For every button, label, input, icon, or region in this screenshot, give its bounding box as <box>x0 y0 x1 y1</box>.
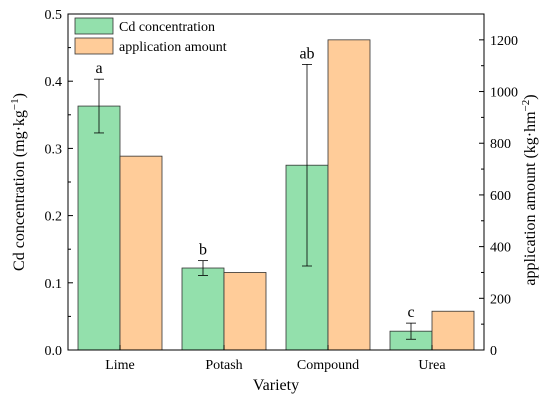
right-tick-label-1200: 1200 <box>490 34 518 49</box>
right-tick-label-200: 200 <box>490 292 511 307</box>
left-tick-label-0-0: 0.0 <box>45 344 63 359</box>
x-axis-ticks: Lime Potash Compound Urea <box>105 345 446 373</box>
bars-layer <box>77 39 475 351</box>
x-tick-label-urea: Urea <box>418 358 446 373</box>
left-axis-ticks: 0.0 0.1 0.2 0.3 0.4 0.5 <box>45 8 73 359</box>
right-tick-label-800: 800 <box>490 137 511 152</box>
significance-label-potash: b <box>199 242 207 259</box>
right-axis-title: application amount (kg·hm−2) <box>520 94 539 285</box>
error-bars-layer <box>94 64 416 340</box>
right-tick-label-1000: 1000 <box>490 86 518 101</box>
bar-application-amount-urea <box>431 310 475 351</box>
significance-label-lime: a <box>95 60 102 77</box>
right-tick-label-600: 600 <box>490 189 511 204</box>
right-tick-label-400: 400 <box>490 241 511 256</box>
right-axis-ticks: 0 200 400 600 800 1000 1200 <box>479 34 518 359</box>
x-tick-label-potash: Potash <box>205 358 242 373</box>
bar-application-amount-compound <box>327 39 371 351</box>
left-axis-title-tail: ) <box>11 93 28 98</box>
bar-application-amount-lime <box>119 155 163 351</box>
x-tick-label-lime: Lime <box>105 358 135 373</box>
right-axis-title-sup: −2 <box>520 100 532 112</box>
significance-label-compound: ab <box>299 45 314 62</box>
x-tick-label-compound: Compound <box>297 358 359 373</box>
left-tick-label-0-4: 0.4 <box>45 75 63 90</box>
left-axis-title-sup: −1 <box>9 98 21 110</box>
left-axis-title-main: Cd concentration (mg·kg <box>11 110 28 271</box>
right-tick-label-0: 0 <box>490 344 497 359</box>
bar-application-amount-potash <box>223 272 267 351</box>
left-tick-label-0-2: 0.2 <box>45 210 63 225</box>
right-axis-title-tail: ) <box>522 94 539 99</box>
right-axis-title-main: application amount (kg·hm <box>522 111 539 286</box>
significance-label-urea: c <box>407 304 414 321</box>
x-axis-title: Variety <box>253 377 299 394</box>
left-axis-title: Cd concentration (mg·kg−1) <box>9 93 28 271</box>
legend-swatch-application-amount <box>74 37 114 55</box>
left-tick-label-0-3: 0.3 <box>45 142 63 157</box>
bar-cd-concentration-lime <box>77 105 121 351</box>
legend-label-cd-concentration: Cd concentration <box>119 20 215 35</box>
legend-label-application-amount: application amount <box>119 40 227 55</box>
left-tick-label-0-5: 0.5 <box>45 8 63 23</box>
legend-swatch-cd-concentration <box>74 17 114 35</box>
bar-cd-concentration-potash <box>181 267 225 351</box>
legend: Cd concentration application amount <box>74 17 227 55</box>
left-tick-label-0-1: 0.1 <box>45 277 63 292</box>
